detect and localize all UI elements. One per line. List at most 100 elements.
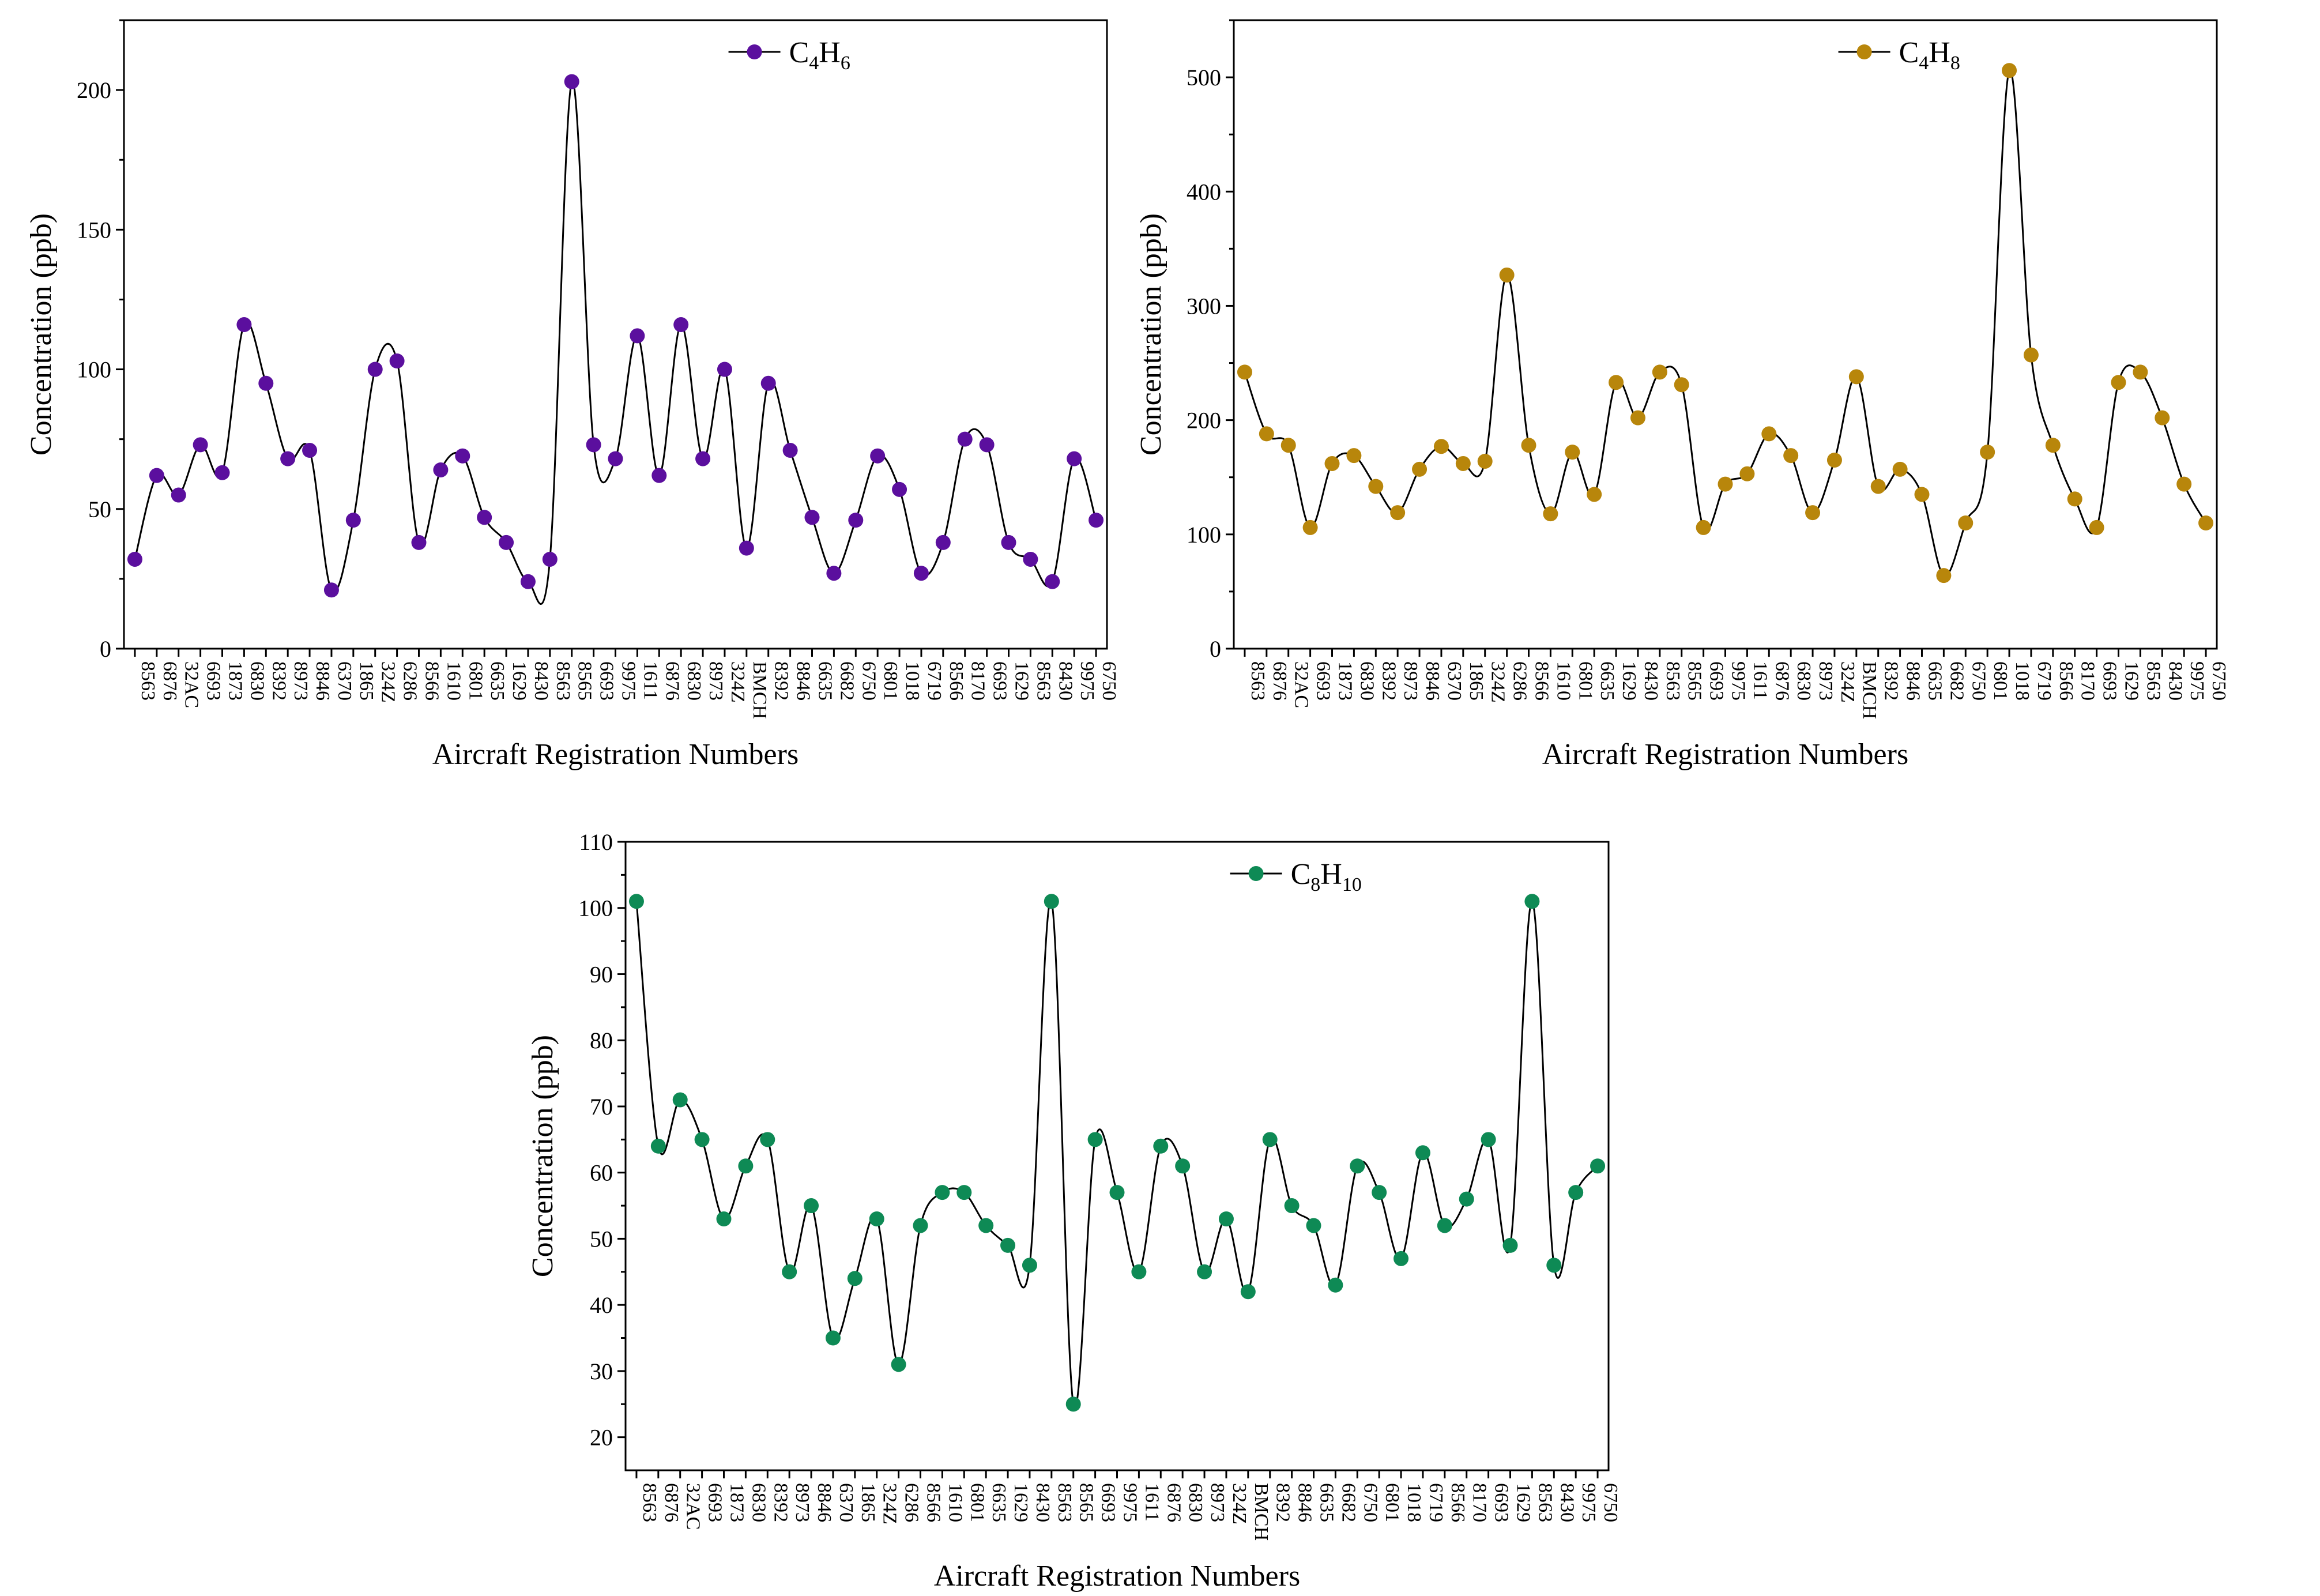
x-category-label: 9975 <box>1578 1483 1599 1522</box>
data-point <box>630 328 645 344</box>
data-point <box>1109 1185 1125 1200</box>
data-point <box>1609 375 1624 390</box>
legend-marker <box>1856 44 1872 59</box>
data-point <box>1587 487 1602 502</box>
data-point <box>716 1211 732 1226</box>
x-category-label: 8430 <box>1640 661 1662 701</box>
data-point <box>2111 375 2126 390</box>
x-category-label: 1865 <box>356 661 377 701</box>
data-point <box>1761 426 1777 442</box>
data-point <box>1630 410 1645 426</box>
data-point <box>2002 63 2017 78</box>
y-tick-label: 0 <box>1210 636 1221 662</box>
data-point <box>1284 1198 1300 1214</box>
x-category-label: 6370 <box>334 661 355 701</box>
data-point <box>1652 364 1667 380</box>
x-category-label: 8392 <box>1881 661 1902 701</box>
x-category-label: 1865 <box>1466 661 1487 701</box>
x-category-label: 8563 <box>1534 1483 1556 1522</box>
data-point <box>957 431 973 447</box>
x-category-label: 8846 <box>793 661 814 701</box>
x-category-label: 8392 <box>771 661 792 701</box>
data-point <box>1477 453 1493 469</box>
x-category-label: 6635 <box>1316 1483 1338 1522</box>
x-category-label: 8566 <box>421 661 443 701</box>
x-category-label: 6719 <box>2033 661 2055 701</box>
data-point <box>1521 438 1536 453</box>
data-point <box>499 534 514 550</box>
x-category-label: 8973 <box>290 661 311 701</box>
x-category-label: 6750 <box>1098 661 1120 701</box>
x-category-label: BMCH <box>1251 1483 1272 1541</box>
x-category-label: 6876 <box>661 1483 682 1522</box>
data-point <box>1197 1264 1212 1279</box>
y-axis-title: Concentration (ppb) <box>526 1035 559 1277</box>
data-point <box>1415 1145 1430 1161</box>
x-category-label: 6693 <box>1491 1483 1512 1522</box>
data-point <box>804 510 820 525</box>
chart-panel-c4h6: 0 50 100 150 200 Concentration (ppb) 8563 6876 3… <box>23 12 1120 771</box>
data-point <box>1131 1264 1147 1279</box>
data-point <box>608 451 623 466</box>
x-category-label: 6830 <box>1356 661 1377 701</box>
y-tick-label: 200 <box>77 77 111 103</box>
data-point <box>1936 568 1952 584</box>
x-category-label: 1610 <box>443 661 464 701</box>
x-category-label: 6750 <box>1600 1483 1621 1522</box>
x-category-label: 6801 <box>465 661 486 701</box>
x-category-label: 6830 <box>683 661 705 701</box>
x-category-label: 8430 <box>1556 1483 1577 1522</box>
data-point <box>804 1198 819 1214</box>
y-axis-title: Concentration (ppb) <box>25 213 58 456</box>
x-category-label: 6876 <box>661 661 683 701</box>
y-tick-label: 100 <box>1187 522 1221 548</box>
x-category-label: 32AC <box>181 661 202 708</box>
x-category-label: 1611 <box>639 661 661 700</box>
data-point <box>2176 476 2192 492</box>
data-point <box>1455 456 1471 471</box>
data-point <box>1739 466 1755 481</box>
data-point <box>1980 445 1995 460</box>
series-line <box>134 80 1097 605</box>
x-category-label: 6635 <box>988 1483 1010 1522</box>
data-point <box>913 1218 928 1233</box>
x-category-label: 32AC <box>1291 661 1312 708</box>
y-tick-label: 100 <box>578 895 613 921</box>
data-point <box>542 551 558 567</box>
x-category-label: 6693 <box>1706 661 1727 701</box>
data-point <box>1502 1237 1518 1253</box>
x-category-label: 8430 <box>1054 661 1076 701</box>
x-category-label: 6635 <box>815 661 836 701</box>
x-category-label: 6719 <box>1425 1483 1447 1522</box>
x-category-label: 1018 <box>2012 661 2033 701</box>
data-point <box>672 1092 688 1108</box>
x-category-label: 6693 <box>596 661 617 701</box>
x-category-label: 8563 <box>639 1483 660 1522</box>
data-point <box>978 1218 994 1233</box>
y-tick-label: 500 <box>1187 65 1221 91</box>
x-category-label: 8563 <box>1247 661 1268 701</box>
data-point <box>345 513 361 528</box>
data-point <box>1022 1258 1037 1273</box>
x-category-label: 6801 <box>1381 1483 1403 1522</box>
x-category-label: 324Z <box>378 661 399 703</box>
data-point <box>1718 476 1733 492</box>
y-tick-label: 100 <box>77 357 111 383</box>
x-category-label: 8973 <box>1207 1483 1228 1522</box>
data-point <box>1481 1132 1496 1147</box>
data-point <box>1393 1251 1409 1266</box>
x-category-label: 1018 <box>902 661 923 701</box>
data-point <box>302 443 318 458</box>
chart-c8h10: 20 30 40 50 60 70 80 90 100 110 Concentration (ppb… <box>526 829 1621 1593</box>
x-category-label: 1629 <box>509 661 530 701</box>
x-category-label: 6801 <box>966 1483 988 1522</box>
x-category-label: 6682 <box>1338 1483 1359 1522</box>
y-tick-label: 90 <box>590 961 613 987</box>
data-point <box>411 534 427 550</box>
y-tick-label: 50 <box>590 1226 613 1252</box>
data-point <box>1565 445 1580 460</box>
data-point <box>1237 364 1252 380</box>
x-category-label: 6801 <box>1990 661 2011 701</box>
x-category-label: 6693 <box>1098 1483 1119 1522</box>
data-point <box>1848 369 1864 385</box>
